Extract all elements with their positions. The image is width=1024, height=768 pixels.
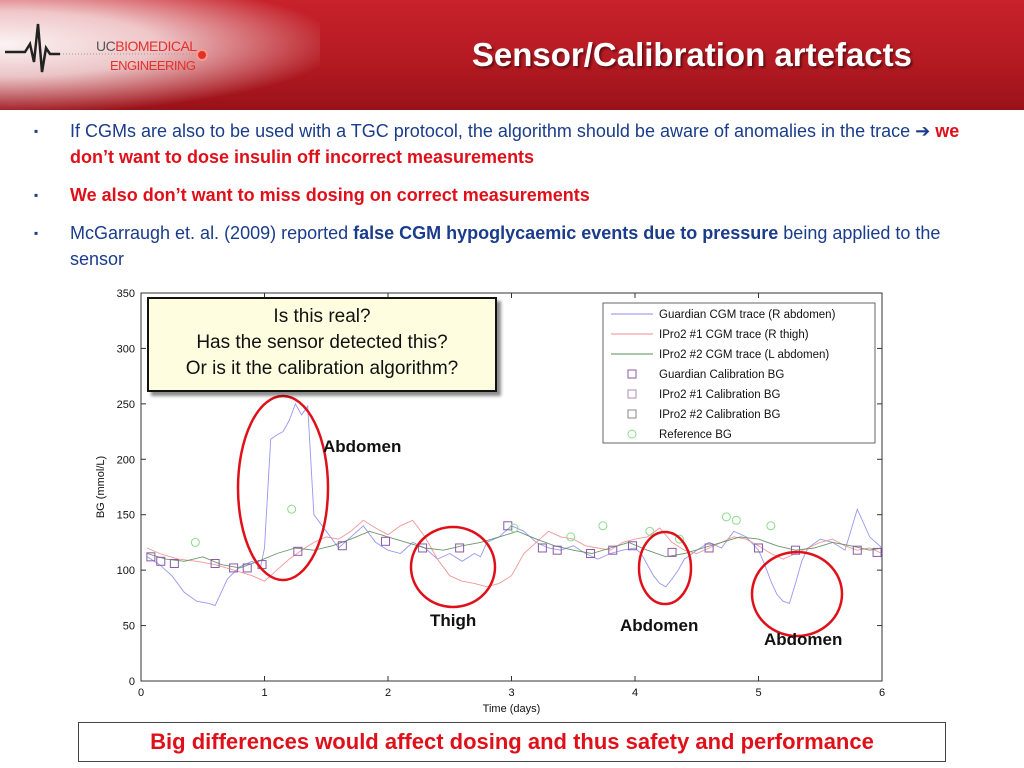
calibration-point bbox=[586, 549, 596, 559]
calibration-point bbox=[156, 556, 166, 566]
calibration-point bbox=[754, 543, 763, 553]
y-tick-label: 350 bbox=[117, 288, 135, 300]
callout-box: Is this real? Has the sensor detected th… bbox=[147, 297, 497, 392]
legend-label: IPro2 #2 Calibration BG bbox=[659, 409, 781, 421]
legend-label: IPro2 #2 CGM trace (L abdomen) bbox=[659, 349, 829, 361]
calibration-point bbox=[872, 547, 882, 557]
y-tick-label: 50 bbox=[123, 621, 135, 633]
pulse-logo-icon bbox=[5, 23, 208, 73]
legend-swatch bbox=[627, 409, 637, 419]
calibration-point bbox=[146, 552, 156, 562]
highlight-ellipse-4 bbox=[750, 550, 844, 638]
bullet-list: ▪ If CGMs are also to be used with a TGC… bbox=[34, 118, 984, 284]
highlight-ellipse-1 bbox=[236, 394, 330, 582]
bullet-marker: ▪ bbox=[34, 124, 39, 138]
x-tick-label: 3 bbox=[508, 687, 514, 699]
bullet-text: If CGMs are also to be used with a TGC p… bbox=[70, 121, 916, 141]
slide-title: Sensor/Calibration artefacts bbox=[471, 36, 912, 73]
bullet-marker: ▪ bbox=[34, 188, 39, 202]
bullet-marker: ▪ bbox=[34, 226, 39, 240]
header-banner: UCBIOMEDICAL ENGINEERING Sensor/Calibrat… bbox=[0, 0, 1024, 110]
calibration-point bbox=[537, 543, 547, 553]
calibration-point bbox=[293, 546, 303, 556]
reference-point bbox=[509, 523, 519, 533]
logo-text-line1: UCBIOMEDICAL bbox=[96, 38, 197, 54]
calibration-point bbox=[418, 543, 428, 553]
series-line-2 bbox=[147, 530, 883, 569]
bullet-emphasis: we don’t want to dose insulin off incorr… bbox=[70, 121, 960, 167]
reference-point bbox=[674, 534, 684, 544]
legend-label: IPro2 #1 CGM trace (R thigh) bbox=[659, 329, 809, 341]
calibration-point bbox=[337, 541, 347, 551]
bullet-text-end: being applied to the sensor bbox=[70, 223, 941, 269]
legend-label: Guardian CGM trace (R abdomen) bbox=[659, 309, 836, 321]
y-tick-label: 200 bbox=[117, 454, 135, 466]
highlight-ellipse-2 bbox=[409, 525, 497, 609]
highlight-ellipse-3 bbox=[637, 530, 693, 606]
reference-point bbox=[766, 521, 776, 531]
bullet-text: McGarraugh et. al. (2009) reported bbox=[70, 223, 354, 243]
y-tick-label: 100 bbox=[117, 565, 135, 577]
reference-point bbox=[190, 537, 200, 547]
bullet-item-2: ▪ We also don’t want to miss dosing on c… bbox=[34, 182, 984, 208]
legend-label: Reference BG bbox=[659, 429, 732, 441]
region-label-abdomen-3: Abdomen bbox=[764, 630, 843, 649]
calibration-point bbox=[628, 541, 638, 551]
calibration-point bbox=[381, 536, 391, 546]
logo-text-line2: ENGINEERING bbox=[110, 58, 196, 73]
x-tick-label: 6 bbox=[879, 687, 885, 699]
footer-callout: Big differences would affect dosing and … bbox=[78, 722, 946, 762]
region-label-abdomen-1: Abdomen bbox=[323, 437, 402, 456]
calibration-point bbox=[667, 547, 677, 557]
legend-label: Guardian Calibration BG bbox=[659, 369, 784, 381]
calibration-point bbox=[791, 545, 801, 555]
x-tick-label: 4 bbox=[632, 687, 638, 699]
reference-point bbox=[721, 512, 731, 522]
region-label-thigh: Thigh bbox=[430, 611, 477, 630]
x-tick-label: 0 bbox=[138, 687, 144, 699]
y-axis-label: BG (mmol/L) bbox=[95, 456, 107, 518]
legend-swatch bbox=[627, 429, 637, 439]
calibration-point bbox=[455, 543, 465, 553]
y-tick-label: 150 bbox=[117, 510, 135, 522]
bullet-text: We also don’t want to miss dosing on cor… bbox=[70, 185, 590, 205]
bullet-item-1: ▪ If CGMs are also to be used with a TGC… bbox=[34, 118, 984, 170]
legend-box bbox=[602, 302, 876, 444]
y-tick-label: 250 bbox=[117, 399, 135, 411]
legend-label: IPro2 #1 Calibration BG bbox=[659, 389, 781, 401]
x-axis-label: Time (days) bbox=[483, 703, 541, 715]
calibration-point bbox=[852, 545, 862, 555]
bullet-item-3: ▪ McGarraugh et. al. (2009) reported fal… bbox=[34, 220, 984, 272]
callout-line-1: Is this real? bbox=[273, 306, 371, 327]
x-tick-label: 5 bbox=[755, 687, 761, 699]
calibration-point bbox=[552, 545, 562, 555]
legend-swatch bbox=[627, 389, 637, 399]
calibration-point bbox=[242, 563, 252, 573]
bg-chart-svg: 0 1 2 3 4 5 6 0 50 100 150 200 250 300 350 Time (days) B… bbox=[95, 288, 885, 715]
calibration-point bbox=[608, 545, 618, 555]
arrow-icon: ➔ bbox=[915, 121, 931, 141]
x-tick-label: 1 bbox=[261, 687, 267, 699]
bullet-emphasis: false CGM hypoglycaemic events due to pr… bbox=[353, 223, 779, 243]
reference-point bbox=[645, 526, 655, 536]
reference-point bbox=[598, 521, 608, 531]
reference-point bbox=[287, 504, 297, 514]
calibration-point bbox=[169, 558, 179, 568]
y-tick-label: 300 bbox=[117, 343, 135, 355]
calibration-point bbox=[210, 558, 220, 568]
bg-chart: 0 1 2 3 4 5 6 0 50 100 150 200 250 300 350 Time (days) B… bbox=[0, 285, 1024, 715]
callout-line-3: Or is it the calibration algorithm? bbox=[185, 358, 459, 379]
region-label-abdomen-2: Abdomen bbox=[620, 616, 699, 635]
reference-point bbox=[566, 532, 576, 542]
calibration-point bbox=[229, 563, 239, 573]
series-line-1 bbox=[147, 519, 883, 588]
calibration-point bbox=[704, 543, 714, 553]
y-tick-label: 0 bbox=[129, 676, 135, 688]
calibration-point bbox=[503, 521, 513, 531]
callout-line-2: Has the sensor detected this? bbox=[196, 332, 448, 353]
legend-swatch bbox=[627, 369, 637, 379]
reference-point bbox=[731, 515, 741, 525]
x-tick-label: 2 bbox=[385, 687, 391, 699]
